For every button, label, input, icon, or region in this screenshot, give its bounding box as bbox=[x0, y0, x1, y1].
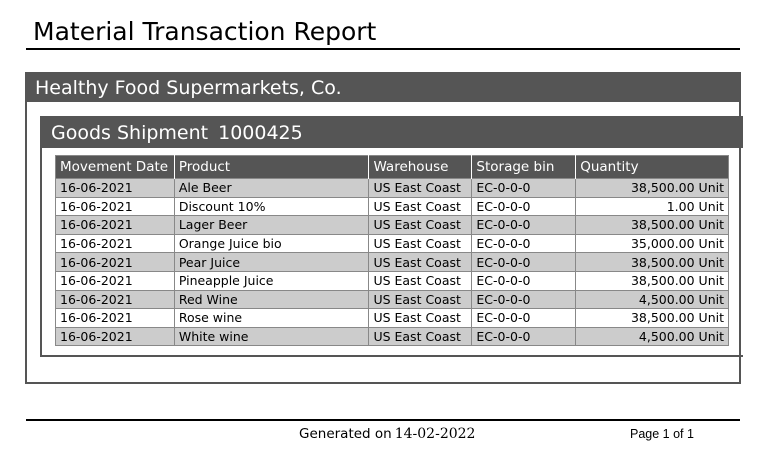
table-row: 16-06-2021 Pear Juice US East Coast EC-0-0-… bbox=[55, 252, 729, 272]
cell-quantity: 38,500.00 Unit bbox=[575, 252, 729, 272]
cell-storage-bin: EC-0-0-0 bbox=[471, 326, 577, 347]
shipment-header: Goods Shipment 1000425 bbox=[42, 118, 743, 148]
shipment-label: Goods Shipment bbox=[51, 122, 209, 144]
table-row: 16-06-2021 Orange Juice bio US East Coast E… bbox=[55, 233, 729, 254]
header-product: Product bbox=[173, 155, 369, 179]
header-warehouse: Warehouse bbox=[368, 155, 472, 179]
cell-storage-bin: EC-0-0-0 bbox=[471, 289, 577, 310]
cell-warehouse: US East Coast bbox=[368, 233, 473, 254]
cell-movement-date: 16-06-2021 bbox=[55, 308, 175, 328]
cell-storage-bin: EC-0-0-0 bbox=[471, 178, 577, 198]
cell-storage-bin: EC-0-0-0 bbox=[471, 308, 577, 328]
table-row: 16-06-2021 Lager Beer US East Coast EC-0-0-… bbox=[55, 215, 729, 235]
cell-product: Discount 10% bbox=[173, 196, 370, 217]
cell-storage-bin: EC-0-0-0 bbox=[471, 252, 577, 272]
shipment-section: Goods Shipment 1000425 Movement Date Prod… bbox=[40, 116, 743, 357]
generated-date: 14-02-2022 bbox=[394, 426, 476, 442]
cell-quantity: 38,500.00 Unit bbox=[575, 308, 729, 328]
footer-divider bbox=[26, 419, 740, 421]
generated-label: Generated on bbox=[299, 426, 392, 442]
header-quantity: Quantity bbox=[575, 155, 729, 179]
cell-product: Pineapple Juice bbox=[173, 270, 370, 291]
shipment-number: 1000425 bbox=[218, 122, 303, 144]
cell-movement-date: 16-06-2021 bbox=[55, 289, 175, 310]
cell-warehouse: US East Coast bbox=[368, 252, 473, 272]
cell-movement-date: 16-06-2021 bbox=[55, 196, 175, 217]
generated-on: Generated on 14-02-2022 bbox=[299, 426, 475, 442]
header-movement-date: Movement Date bbox=[55, 155, 175, 179]
cell-storage-bin: EC-0-0-0 bbox=[471, 270, 577, 291]
cell-movement-date: 16-06-2021 bbox=[55, 233, 175, 254]
cell-product: Lager Beer bbox=[173, 215, 370, 235]
organization-name: Healthy Food Supermarkets, Co. bbox=[27, 74, 739, 102]
cell-product: Rose wine bbox=[173, 308, 370, 328]
cell-quantity: 38,500.00 Unit bbox=[575, 270, 729, 291]
table-row: 16-06-2021 Ale Beer US East Coast EC-0-0-0 3… bbox=[55, 178, 729, 198]
cell-movement-date: 16-06-2021 bbox=[55, 178, 175, 198]
cell-quantity: 1.00 Unit bbox=[575, 196, 729, 217]
cell-quantity: 35,000.00 Unit bbox=[575, 233, 729, 254]
cell-quantity: 4,500.00 Unit bbox=[575, 326, 729, 347]
cell-product: White wine bbox=[173, 326, 370, 347]
cell-movement-date: 16-06-2021 bbox=[55, 215, 175, 235]
transaction-table: Movement Date Product Warehouse Storage … bbox=[55, 155, 729, 347]
cell-storage-bin: EC-0-0-0 bbox=[471, 233, 577, 254]
table-body: 16-06-2021 Ale Beer US East Coast EC-0-0-0 3… bbox=[55, 178, 729, 347]
cell-storage-bin: EC-0-0-0 bbox=[471, 196, 577, 217]
cell-warehouse: US East Coast bbox=[368, 326, 473, 347]
cell-warehouse: US East Coast bbox=[368, 308, 473, 328]
cell-quantity: 4,500.00 Unit bbox=[575, 289, 729, 310]
cell-product: Red Wine bbox=[173, 289, 370, 310]
cell-warehouse: US East Coast bbox=[368, 289, 473, 310]
cell-product: Pear Juice bbox=[173, 252, 370, 272]
cell-product: Orange Juice bio bbox=[173, 233, 370, 254]
cell-storage-bin: EC-0-0-0 bbox=[471, 215, 577, 235]
cell-product: Ale Beer bbox=[173, 178, 370, 198]
cell-movement-date: 16-06-2021 bbox=[55, 252, 175, 272]
cell-warehouse: US East Coast bbox=[368, 196, 473, 217]
page-number: Page 1 of 1 bbox=[630, 427, 694, 441]
cell-warehouse: US East Coast bbox=[368, 215, 473, 235]
table-row: 16-06-2021 Pineapple Juice US East Coast EC… bbox=[55, 270, 729, 291]
organization-section: Healthy Food Supermarkets, Co. Goods Shi… bbox=[25, 72, 743, 384]
header-storage-bin: Storage bin bbox=[471, 155, 576, 179]
cell-movement-date: 16-06-2021 bbox=[55, 270, 175, 291]
cell-movement-date: 16-06-2021 bbox=[55, 326, 175, 347]
cell-quantity: 38,500.00 Unit bbox=[575, 215, 729, 235]
table-row: 16-06-2021 Discount 10% US East Coast EC-0-… bbox=[55, 196, 729, 217]
table-row: 16-06-2021 Rose wine US East Coast EC-0-0-0… bbox=[55, 308, 729, 328]
cell-quantity: 38,500.00 Unit bbox=[575, 178, 729, 198]
cell-warehouse: US East Coast bbox=[368, 178, 473, 198]
table-row: 16-06-2021 White wine US East Coast EC-0-0-… bbox=[55, 326, 729, 347]
report-title: Material Transaction Report bbox=[26, 16, 740, 50]
table-header-row: Movement Date Product Warehouse Storage … bbox=[55, 155, 729, 179]
table-row: 16-06-2021 Red Wine US East Coast EC-0-0-0 4… bbox=[55, 289, 729, 310]
cell-warehouse: US East Coast bbox=[368, 270, 473, 291]
